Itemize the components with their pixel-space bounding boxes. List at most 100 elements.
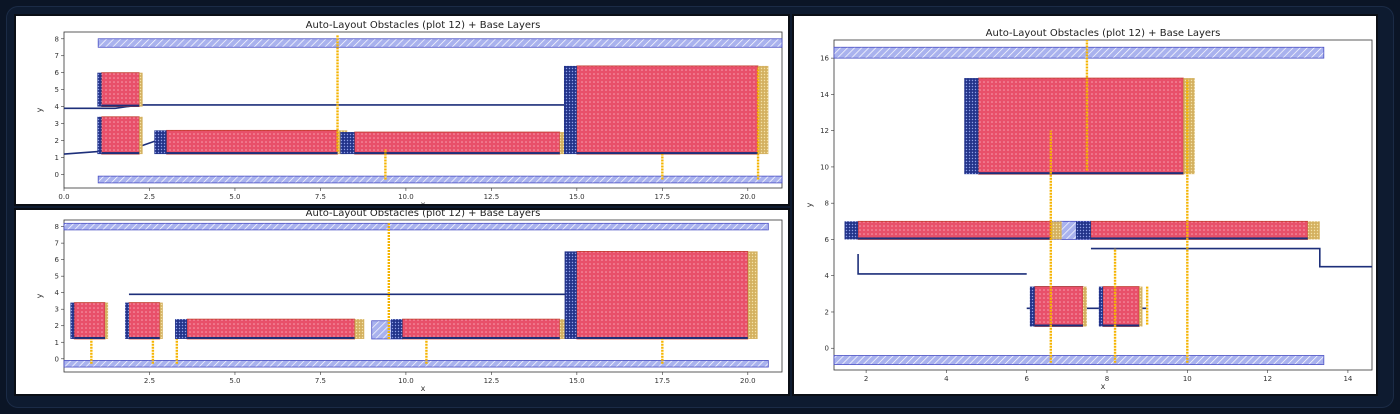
obstacle-tab xyxy=(340,132,355,155)
x-tick-label: 2 xyxy=(864,375,868,383)
obstacle xyxy=(978,77,1184,175)
axes-frame xyxy=(833,39,1373,371)
obstacle xyxy=(576,65,759,155)
obstacle-pin xyxy=(159,302,163,339)
obstacle-tab xyxy=(154,130,167,155)
obstacle-bottom-edge xyxy=(1090,237,1308,240)
y-tick-label: 0 xyxy=(55,355,59,363)
obstacle-bottom-edge xyxy=(128,336,160,339)
base-layer xyxy=(97,175,783,184)
y-tick-label: 14 xyxy=(820,91,829,99)
x-tick-label: 8 xyxy=(1105,375,1109,383)
x-tick-label: 14 xyxy=(1343,375,1352,383)
y-axis-label: y xyxy=(805,202,814,207)
x-tick-label: 6 xyxy=(1024,375,1029,383)
obstacle-bottom-edge xyxy=(402,336,560,339)
x-tick-label: 15.0 xyxy=(569,193,585,201)
x-tick-label: 10 xyxy=(1183,375,1192,383)
obstacle xyxy=(73,302,106,340)
y-tick-label: 5 xyxy=(55,273,59,281)
y-tick-label: 0 xyxy=(825,345,829,353)
obstacle-pin xyxy=(1183,78,1195,175)
obstacle-tab xyxy=(175,319,188,339)
plot-title: Auto-Layout Obstacles (plot 12) + Base L… xyxy=(986,28,1221,39)
y-tick-label: 3 xyxy=(55,120,59,128)
obstacle-bottom-edge xyxy=(1103,324,1140,327)
x-tick-label: 5.0 xyxy=(229,377,240,385)
obstacle-tab xyxy=(564,251,577,339)
obstacle-bottom-edge xyxy=(101,152,140,155)
plot-top-left: Auto-Layout Obstacles (plot 12) + Base L… xyxy=(35,20,783,204)
plot-title: Auto-Layout Obstacles (plot 12) + Base L… xyxy=(306,20,541,31)
plot-right: Auto-Layout Obstacles (plot 12) + Base L… xyxy=(805,28,1373,391)
obstacle xyxy=(1034,286,1084,327)
obstacle-tab xyxy=(1075,221,1091,240)
x-tick-label: 7.5 xyxy=(315,377,326,385)
obstacle xyxy=(101,116,140,155)
y-tick-label: 2 xyxy=(55,322,59,330)
obstacle-pin xyxy=(1307,221,1320,240)
obstacle-bottom-edge xyxy=(576,152,759,155)
obstacle-bottom-edge xyxy=(858,237,1051,240)
x-tick-label: 12.5 xyxy=(484,377,500,385)
x-axis-label: x xyxy=(1101,382,1106,391)
x-axis-label: x xyxy=(421,200,426,204)
obstacle xyxy=(186,318,356,340)
obstacle-tab xyxy=(97,72,102,107)
obstacle-tab xyxy=(563,65,577,155)
obstacle-tab xyxy=(125,302,129,339)
obstacle-pin xyxy=(1082,286,1087,327)
x-tick-label: 0.0 xyxy=(58,193,69,201)
x-tick-label: 2.5 xyxy=(144,193,155,201)
obstacle-tab xyxy=(70,302,75,339)
obstacle xyxy=(166,129,338,155)
y-tick-label: 1 xyxy=(55,339,59,347)
obstacle xyxy=(128,302,161,340)
x-tick-label: 12 xyxy=(1263,375,1272,383)
y-tick-label: 12 xyxy=(820,127,829,135)
y-tick-label: 3 xyxy=(55,306,59,314)
base-layer xyxy=(833,355,1325,365)
x-tick-label: 20.0 xyxy=(740,193,756,201)
obstacle-bottom-edge xyxy=(576,336,748,339)
obstacle-bottom-edge xyxy=(101,104,140,107)
obstacle xyxy=(1090,220,1309,240)
obstacle-pin xyxy=(758,65,769,155)
obstacle-bottom-edge xyxy=(1034,324,1083,327)
y-axis-label: y xyxy=(35,107,44,112)
obstacle-tab xyxy=(1098,286,1103,327)
obstacle xyxy=(1102,286,1140,327)
y-tick-label: 5 xyxy=(55,86,59,94)
plot-panel-right: Auto-Layout Obstacles (plot 12) + Base L… xyxy=(792,14,1378,396)
obstacle-tab xyxy=(97,116,102,155)
obstacle-tab xyxy=(1029,286,1035,327)
x-tick-label: 7.5 xyxy=(315,193,326,201)
y-tick-label: 1 xyxy=(55,154,59,162)
y-tick-label: 2 xyxy=(825,308,829,316)
y-tick-label: 2 xyxy=(55,137,59,145)
x-axis-label: x xyxy=(421,384,426,393)
obstacle xyxy=(857,220,1052,240)
x-tick-label: 4 xyxy=(944,375,949,383)
y-tick-label: 4 xyxy=(825,272,830,280)
obstacle-bottom-edge xyxy=(74,336,106,339)
obstacle xyxy=(402,318,561,340)
base-layer xyxy=(833,46,1325,59)
obstacle-pin xyxy=(139,72,143,107)
obstacle-bottom-edge xyxy=(978,172,1184,175)
axes-frame xyxy=(63,219,783,373)
obstacle-pin xyxy=(1050,221,1062,240)
y-tick-label: 6 xyxy=(55,69,60,77)
x-tick-label: 15.0 xyxy=(569,377,585,385)
obstacle xyxy=(576,250,749,340)
y-tick-label: 0 xyxy=(55,171,59,179)
obstacle-pin xyxy=(105,302,109,339)
x-tick-label: 20.0 xyxy=(740,377,756,385)
x-tick-label: 10.0 xyxy=(398,377,414,385)
obstacle-bottom-edge xyxy=(354,152,560,155)
x-tick-label: 2.5 xyxy=(144,377,155,385)
base-layer xyxy=(97,38,783,48)
x-tick-label: 10.0 xyxy=(398,193,414,201)
obstacle-bottom-edge xyxy=(166,152,338,155)
obstacle-pin xyxy=(139,116,143,155)
